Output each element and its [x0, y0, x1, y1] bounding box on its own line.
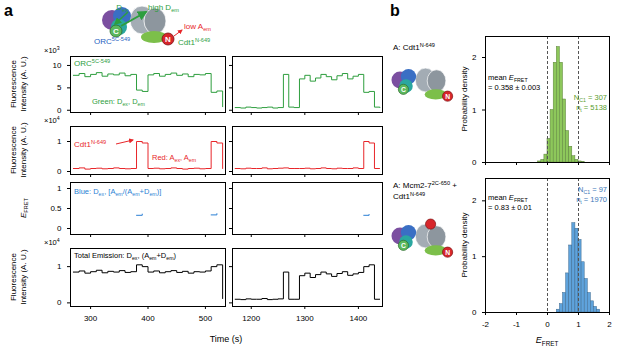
svg-text:1300: 1300 — [296, 314, 314, 323]
svg-text:C: C — [401, 86, 406, 93]
svg-text:Intensity (A. U.): Intensity (A. U.) — [19, 249, 28, 304]
svg-text:1: 1 — [576, 320, 581, 329]
svg-text:ORC5C-549: ORC5C-549 — [74, 58, 110, 68]
svg-text:N: N — [445, 93, 450, 100]
svg-text:nt = 5138: nt = 5138 — [576, 103, 607, 113]
svg-text:Intensity (A. U.): Intensity (A. U.) — [19, 122, 28, 177]
svg-text:1200: 1200 — [242, 314, 260, 323]
svg-text:1400: 1400 — [349, 314, 367, 323]
svg-text:0: 0 — [57, 106, 62, 115]
svg-text:nt = 1970: nt = 1970 — [576, 195, 607, 205]
svg-text:×104: ×104 — [44, 237, 60, 247]
svg-text:mean EFRET: mean EFRET — [488, 193, 528, 203]
svg-text:2: 2 — [607, 320, 612, 329]
svg-text:0: 0 — [57, 224, 62, 233]
svg-text:high Dem: high Dem — [148, 3, 179, 13]
svg-text:400: 400 — [141, 314, 155, 323]
svg-text:N: N — [445, 249, 450, 256]
svg-text:Blue: Dex, [Aem/(Aem+Dem)]: Blue: Dex, [Aem/(Aem+Dem)] — [74, 187, 161, 197]
svg-text:NC1 = 97: NC1 = 97 — [578, 185, 607, 195]
svg-text:Total Emission: Dex, (Aem+Dem): Total Emission: Dex, (Aem+Dem) — [74, 251, 177, 261]
svg-text:1: 1 — [472, 106, 477, 115]
svg-text:300: 300 — [84, 314, 98, 323]
svg-text:Probability density: Probability density — [460, 67, 469, 132]
svg-text:-1: -1 — [513, 320, 521, 329]
svg-text:Fluorescence: Fluorescence — [9, 252, 18, 301]
svg-text:2: 2 — [472, 53, 477, 62]
svg-text:10: 10 — [53, 61, 62, 70]
svg-text:A: Mcm2-72C-650 +: A: Mcm2-72C-650 + — [393, 180, 457, 190]
svg-text:5: 5 — [57, 83, 62, 92]
svg-text:a: a — [4, 2, 13, 19]
svg-text:0: 0 — [545, 320, 550, 329]
svg-text:A: Cdt1N-649: A: Cdt1N-649 — [393, 42, 435, 52]
svg-text:mean EFRET: mean EFRET — [488, 73, 528, 83]
svg-text:Green: Dex, Dem: Green: Dex, Dem — [92, 97, 145, 107]
svg-text:-2: -2 — [482, 320, 490, 329]
svg-text:Cdt1N-649: Cdt1N-649 — [74, 139, 106, 149]
svg-text:EFRET: EFRET — [19, 197, 29, 218]
svg-text:N: N — [165, 35, 171, 44]
svg-text:Probability density: Probability density — [460, 213, 469, 278]
svg-text:0: 0 — [57, 167, 62, 176]
svg-text:500: 500 — [199, 314, 213, 323]
svg-text:0: 0 — [472, 308, 477, 317]
svg-text:Cdt1N-649: Cdt1N-649 — [393, 191, 425, 201]
svg-text:Dex: Dex — [116, 3, 128, 13]
svg-text:0: 0 — [57, 298, 62, 307]
svg-text:C: C — [401, 242, 406, 249]
svg-text:1: 1 — [472, 252, 477, 261]
svg-text:Fluorescence: Fluorescence — [9, 125, 18, 174]
svg-text:b: b — [390, 2, 400, 19]
svg-text:1: 1 — [57, 262, 62, 271]
svg-text:1: 1 — [57, 137, 62, 146]
svg-text:Fluorescence: Fluorescence — [9, 59, 18, 108]
svg-text:= 0.83 ± 0.01: = 0.83 ± 0.01 — [488, 203, 532, 212]
svg-text:ORC5C-549: ORC5C-549 — [94, 36, 130, 46]
svg-text:Red: Aex, Aem: Red: Aex, Aem — [152, 153, 197, 163]
svg-text:Intensity (A. U.): Intensity (A. U.) — [19, 56, 28, 111]
svg-text:0.5: 0.5 — [50, 204, 62, 213]
svg-text:low Aem: low Aem — [184, 22, 211, 32]
svg-text:0: 0 — [472, 158, 477, 167]
svg-text:EFRET: EFRET — [536, 335, 559, 347]
svg-text:×103: ×103 — [44, 45, 60, 55]
svg-text:×104: ×104 — [44, 115, 60, 125]
svg-text:Time (s): Time (s) — [210, 334, 243, 344]
svg-text:1: 1 — [57, 184, 62, 193]
svg-text:= 0.358 ± 0.003: = 0.358 ± 0.003 — [488, 83, 540, 92]
svg-text:2: 2 — [472, 196, 477, 205]
svg-text:C: C — [113, 27, 119, 36]
svg-text:NC1 = 307: NC1 = 307 — [574, 93, 607, 103]
svg-text:Cdt1N-649: Cdt1N-649 — [178, 37, 210, 47]
